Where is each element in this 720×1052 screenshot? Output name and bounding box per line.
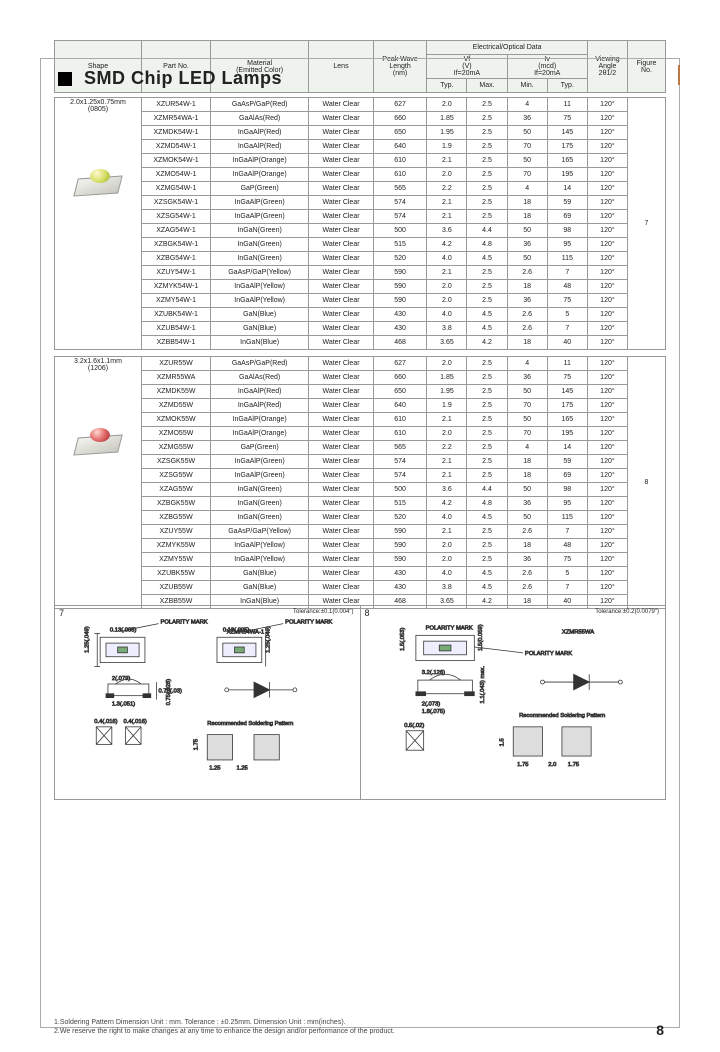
svg-text:XZMR55WA: XZMR55WA	[561, 629, 593, 635]
diagram-row: 7 Tolerance:±0.1(0.004") 1.25(.049) 0.13…	[54, 605, 666, 800]
svg-text:1.5(0.059): 1.5(0.059)	[478, 624, 484, 651]
chip-dome-icon	[90, 428, 110, 442]
diagram-tolerance: Tolerance:±0.1(0.004")	[293, 609, 353, 615]
diagram-7: 7 Tolerance:±0.1(0.004") 1.25(.049) 0.13…	[55, 606, 361, 799]
svg-text:POLARITY MARK: POLARITY MARK	[524, 651, 571, 657]
svg-text:Recommended Soldering Pattern: Recommended Soldering Pattern	[207, 721, 293, 727]
svg-text:2(.079): 2(.079)	[112, 676, 131, 682]
svg-text:1.25(.049): 1.25(.049)	[266, 626, 272, 653]
svg-text:0.75(.028): 0.75(.028)	[166, 679, 172, 706]
page-number: 8	[656, 1022, 664, 1038]
svg-text:2.0: 2.0	[548, 762, 557, 768]
svg-text:POLARITY MARK: POLARITY MARK	[425, 625, 472, 631]
page-title: SMD Chip LED Lamps	[84, 68, 282, 89]
svg-text:1.3(.051): 1.3(.051)	[112, 701, 135, 707]
diagram-svg-7: 1.25(.049) 0.13(.005) POLARITY MARK XZMR…	[59, 610, 356, 795]
chip-image	[68, 422, 128, 462]
svg-text:2(.073): 2(.073)	[421, 701, 440, 707]
chip-image	[68, 163, 128, 203]
svg-text:3.2(.126): 3.2(.126)	[421, 670, 444, 676]
diagram-number: 7	[59, 608, 64, 618]
diagram-number: 8	[365, 608, 370, 618]
chip-dome-icon	[90, 169, 110, 183]
svg-text:1.25: 1.25	[236, 766, 247, 772]
svg-text:1.75: 1.75	[194, 739, 200, 750]
svg-text:0.4(.016): 0.4(.016)	[124, 719, 147, 725]
svg-text:1.25: 1.25	[209, 766, 220, 772]
margin-mark	[678, 65, 680, 85]
footnote-2: 2.We reserve the right to make changes a…	[54, 1027, 395, 1036]
footnote-1: 1.Soldering Pattern Dimension Unit : mm.…	[54, 1018, 395, 1027]
svg-text:1.5(.053): 1.5(.053)	[400, 628, 406, 651]
svg-text:1.75: 1.75	[517, 762, 528, 768]
svg-text:0.5(.02): 0.5(.02)	[404, 723, 424, 729]
svg-text:POLARITY MARK: POLARITY MARK	[161, 620, 208, 626]
page-frame	[40, 58, 680, 1028]
svg-text:Recommended Soldering Pattern: Recommended Soldering Pattern	[519, 713, 605, 719]
svg-text:POLARITY MARK: POLARITY MARK	[285, 620, 332, 626]
svg-text:0.13(.005): 0.13(.005)	[223, 627, 250, 633]
col-elec: Electrical/Optical Data	[427, 41, 588, 55]
title-row: SMD Chip LED Lamps	[58, 68, 282, 89]
diagram-tolerance: Tolerance:±0.2(0.0079")	[595, 609, 659, 615]
diagram-8: 8 Tolerance:±0.2(0.0079") POLARITY MARK …	[361, 606, 666, 799]
svg-text:1.8(.075): 1.8(.075)	[421, 709, 444, 715]
footnotes: 1.Soldering Pattern Dimension Unit : mm.…	[54, 1018, 395, 1036]
diagram-svg-8: POLARITY MARK POLARITY MARK XZMR55WA 1.5…	[365, 610, 662, 795]
svg-text:1.5: 1.5	[499, 738, 505, 746]
svg-text:1.75: 1.75	[567, 762, 578, 768]
svg-text:1.1(.043) max.: 1.1(.043) max.	[480, 666, 486, 704]
svg-text:1.25(.049): 1.25(.049)	[84, 626, 90, 653]
bullet-icon	[58, 72, 72, 86]
svg-text:0.4(.016): 0.4(.016)	[94, 719, 117, 725]
